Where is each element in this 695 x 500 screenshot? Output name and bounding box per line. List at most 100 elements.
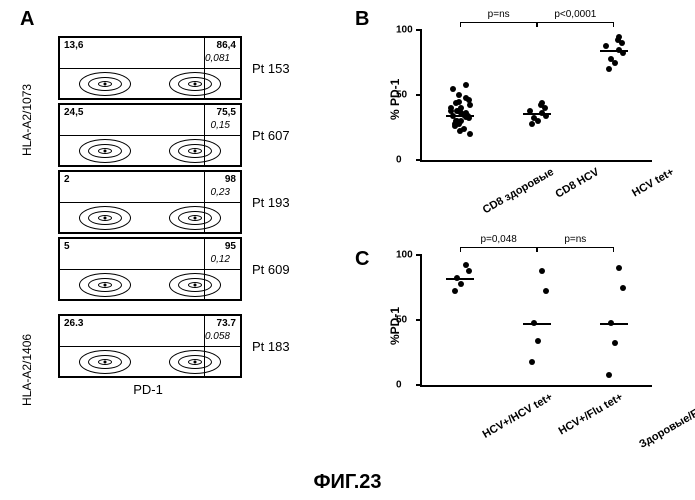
- flow-plot: 26.3 73.7 0.058: [58, 314, 242, 378]
- panel-c-scatter: 050100HCV+/HCV tet+HCV+/Flu tet+Здоровые…: [420, 255, 652, 387]
- significance-label: p=ns: [564, 234, 586, 245]
- quadrant-italic: 0,23: [211, 187, 230, 198]
- patient-label: Pt 153: [252, 61, 290, 76]
- panel-c-y-label: %PD-1: [388, 307, 402, 345]
- data-point: [456, 92, 462, 98]
- significance-bracket: p<0,0001: [537, 22, 614, 24]
- quadrant-italic: 0,12: [211, 254, 230, 265]
- figure-caption: ФИГ.23: [0, 471, 695, 494]
- flow-group-1073: 13,6 86,4 0,081 Pt 153 24,5 75,5 0,15: [58, 36, 340, 301]
- data-point: [452, 288, 458, 294]
- contour-blob: [169, 273, 221, 297]
- data-point: [453, 118, 459, 124]
- y-axis-label-1406: HLA-A2/1406: [20, 334, 34, 406]
- patient-label: Pt 193: [252, 195, 290, 210]
- panel-b-scatter: 050100CD8 здоровыеCD8 HCVHCV tet+p=nsp<0…: [420, 30, 652, 162]
- significance-label: p<0,0001: [554, 9, 596, 20]
- panel-b-label: B: [355, 8, 369, 31]
- significance-bracket: p=0,048: [460, 247, 537, 249]
- data-point: [606, 66, 612, 72]
- significance-bracket: p=ns: [460, 22, 537, 24]
- flow-plot-row: 2 98 0,23 Pt 193: [58, 170, 340, 234]
- median-line: [523, 323, 551, 325]
- x-category-label: CD8 HCV: [553, 166, 601, 201]
- flow-group-1406: 26.3 73.7 0.058 Pt 183: [58, 314, 340, 378]
- quadrant-q1: 5: [64, 241, 70, 252]
- data-point: [467, 131, 473, 137]
- data-point: [539, 100, 545, 106]
- panel-c-label: C: [355, 248, 369, 271]
- contour-blob: [79, 139, 131, 163]
- quadrant-q2: 75,5: [217, 107, 236, 118]
- contour-blob: [169, 72, 221, 96]
- flow-plot: 24,5 75,5 0,15: [58, 103, 242, 167]
- contour-blob: [169, 206, 221, 230]
- contour-blob: [169, 350, 221, 374]
- y-tick-label: 50: [396, 315, 407, 326]
- data-point: [543, 288, 549, 294]
- data-point: [603, 43, 609, 49]
- data-point: [539, 268, 545, 274]
- data-point: [456, 99, 462, 105]
- panel-b-container: % PD-1 050100CD8 здоровыеCD8 HCVHCV tet+…: [380, 30, 660, 220]
- quadrant-q2: 73.7: [217, 318, 236, 329]
- data-point: [454, 108, 460, 114]
- contour-blob: [79, 72, 131, 96]
- x-category-label: CD8 здоровые: [481, 166, 556, 216]
- quadrant-italic: 0,15: [211, 120, 230, 131]
- y-axis-label-1073: HLA-A2/1073: [20, 84, 34, 156]
- x-category-label: HCV+/Flu tet+: [557, 391, 625, 437]
- patient-label: Pt 609: [252, 262, 290, 277]
- flow-plot: 13,6 86,4 0,081: [58, 36, 242, 100]
- flow-plot: 5 95 0,12: [58, 237, 242, 301]
- x-category-label: Здоровые/Flu tet+: [637, 391, 695, 451]
- contour-blob: [79, 206, 131, 230]
- data-point: [616, 265, 622, 271]
- data-point: [467, 102, 473, 108]
- median-line: [446, 278, 474, 280]
- median-line: [446, 115, 474, 117]
- quadrant-q2: 98: [225, 174, 236, 185]
- patient-label: Pt 607: [252, 128, 290, 143]
- significance-bracket: p=ns: [537, 247, 614, 249]
- data-point: [458, 281, 464, 287]
- significance-label: p=ns: [488, 9, 510, 20]
- y-tick-label: 50: [396, 90, 407, 101]
- flow-plot-row: 5 95 0,12 Pt 609: [58, 237, 340, 301]
- y-tick-label: 0: [396, 380, 402, 391]
- x-axis-label-pd1: PD-1: [58, 382, 238, 397]
- quadrant-italic: 0,081: [205, 53, 230, 64]
- data-point: [531, 115, 537, 121]
- panel-c-container: %PD-1 050100HCV+/HCV tet+HCV+/Flu tet+Зд…: [380, 255, 660, 445]
- x-category-label: HCV tet+: [630, 166, 676, 199]
- quadrant-q1: 26.3: [64, 318, 83, 329]
- data-point: [616, 34, 622, 40]
- panel-a-label: A: [20, 8, 34, 31]
- quadrant-q1: 24,5: [64, 107, 83, 118]
- quadrant-q2: 86,4: [217, 40, 236, 51]
- median-line: [523, 113, 551, 115]
- data-point: [606, 372, 612, 378]
- data-point: [620, 285, 626, 291]
- flow-plot: 2 98 0,23: [58, 170, 242, 234]
- data-point: [450, 86, 456, 92]
- x-category-label: HCV+/HCV tet+: [481, 391, 555, 441]
- y-tick-label: 100: [396, 250, 413, 261]
- flow-plot-row: 26.3 73.7 0.058 Pt 183: [58, 314, 340, 378]
- significance-label: p=0,048: [480, 234, 516, 245]
- quadrant-q1: 2: [64, 174, 70, 185]
- data-point: [535, 338, 541, 344]
- median-line: [600, 323, 628, 325]
- quadrant-q1: 13,6: [64, 40, 83, 51]
- data-point: [466, 268, 472, 274]
- contour-blob: [79, 350, 131, 374]
- patient-label: Pt 183: [252, 339, 290, 354]
- median-line: [600, 50, 628, 52]
- data-point: [608, 56, 614, 62]
- flow-plot-row: 24,5 75,5 0,15 Pt 607: [58, 103, 340, 167]
- flow-plot-row: 13,6 86,4 0,081 Pt 153: [58, 36, 340, 100]
- data-point: [457, 128, 463, 134]
- y-tick-label: 100: [396, 25, 413, 36]
- data-point: [529, 359, 535, 365]
- quadrant-q2: 95: [225, 241, 236, 252]
